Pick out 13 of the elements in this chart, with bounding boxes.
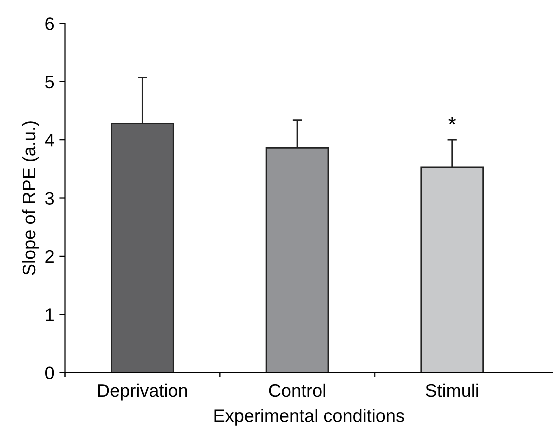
y-tick-label: 5 bbox=[46, 76, 54, 89]
y-axis-title: Slope of RPE (a.u.) bbox=[22, 122, 40, 276]
y-tick-label: 0 bbox=[46, 366, 54, 380]
y-tick-label: 1 bbox=[46, 308, 54, 322]
x-axis-title: Experimental conditions bbox=[214, 409, 404, 426]
x-tick-label: Deprivation bbox=[98, 384, 188, 401]
y-tick-label: 3 bbox=[45, 192, 54, 205]
y-tick-label: 6 bbox=[46, 18, 54, 30]
y-tick-label: 2 bbox=[46, 250, 54, 263]
annotation: * bbox=[448, 117, 456, 125]
y-tick-label: 4 bbox=[45, 134, 54, 147]
x-tick-label: Stimuli bbox=[426, 384, 478, 398]
x-tick-label: Control bbox=[269, 384, 326, 398]
